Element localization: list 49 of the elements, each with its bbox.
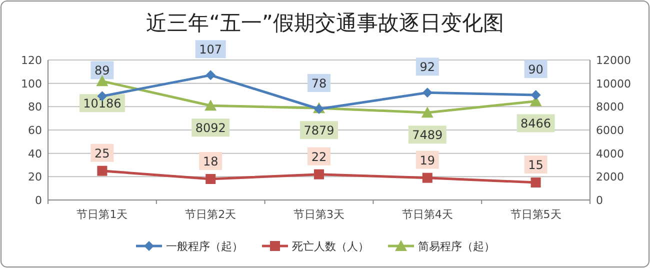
data-label: 107 (199, 42, 222, 57)
x-tick-label: 节日第5天 (510, 208, 562, 221)
data-label: 89 (94, 64, 110, 78)
data-label: 92 (420, 60, 436, 74)
data-label: 22 (311, 150, 327, 164)
data-label: 19 (420, 153, 436, 168)
data-label: 8092 (195, 121, 226, 136)
data-label: 7879 (304, 124, 334, 138)
y2-tick-label: 0 (596, 194, 603, 207)
data-label: 25 (94, 146, 110, 160)
y2-tick-label: 12000 (596, 54, 631, 67)
point (422, 172, 432, 183)
data-label: 8466 (520, 116, 552, 131)
point (204, 100, 217, 111)
point (530, 90, 541, 100)
y2-tick-label: 6000 (596, 124, 624, 137)
legend-label: 死亡人数（人） (292, 240, 369, 253)
y2-tick-label: 2000 (596, 170, 624, 184)
data-label: 90 (528, 62, 544, 76)
data-label: 78 (311, 76, 327, 90)
legend-label: 简易程序（起） (418, 240, 495, 253)
x-tick-label: 节日第2天 (185, 208, 236, 221)
point (530, 178, 541, 188)
point (206, 174, 216, 184)
y-tick-label: 20 (28, 170, 42, 184)
y-tick-label: 60 (28, 124, 42, 137)
chart-title: 近三年“五一”假期交通事故逐日变化图 (146, 11, 504, 35)
y-tick-label: 100 (21, 77, 42, 90)
point (206, 70, 216, 80)
y-tick-label: 120 (21, 54, 42, 67)
data-label: 7489 (412, 128, 443, 142)
y-tick-label: 80 (28, 100, 42, 114)
legend-label: 一般程序（起） (166, 240, 243, 253)
y2-tick-label: 10000 (596, 77, 631, 90)
point (422, 88, 432, 98)
y-tick-label: 0 (35, 194, 42, 207)
data-label: 10186 (83, 96, 122, 111)
data-label: 15 (528, 158, 544, 172)
data-label: 18 (202, 154, 218, 168)
point (421, 106, 434, 118)
y-tick-label: 40 (28, 147, 42, 160)
y2-tick-label: 8000 (596, 100, 624, 114)
x-tick-label: 节日第1天 (76, 208, 128, 221)
y2-tick-label: 4000 (596, 147, 624, 160)
point (96, 75, 108, 86)
x-tick-label: 节日第3天 (294, 208, 344, 221)
point (97, 166, 108, 176)
point (314, 169, 324, 180)
x-tick-label: 节日第4天 (402, 208, 453, 221)
